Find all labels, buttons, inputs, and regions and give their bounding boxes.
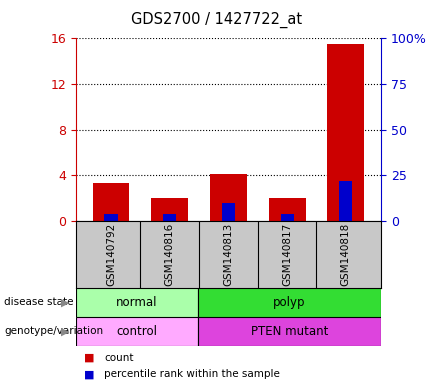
Text: GDS2700 / 1427722_at: GDS2700 / 1427722_at <box>131 12 302 28</box>
Bar <box>222 203 235 221</box>
Text: GSM140817: GSM140817 <box>282 223 292 286</box>
Text: PTEN mutant: PTEN mutant <box>251 325 328 338</box>
Text: percentile rank within the sample: percentile rank within the sample <box>104 369 280 379</box>
Bar <box>210 174 247 221</box>
Bar <box>281 214 294 221</box>
Text: GSM140792: GSM140792 <box>106 223 116 286</box>
Bar <box>76 288 198 317</box>
Text: ■: ■ <box>84 369 95 379</box>
Text: ▶: ▶ <box>61 326 69 336</box>
Bar <box>151 198 188 221</box>
Bar <box>198 317 381 346</box>
Bar <box>198 288 381 317</box>
Bar <box>93 183 129 221</box>
Text: ■: ■ <box>84 353 95 363</box>
Text: polyp: polyp <box>273 296 306 309</box>
Text: genotype/variation: genotype/variation <box>4 326 103 336</box>
Text: GSM140816: GSM140816 <box>165 223 174 286</box>
Text: ▶: ▶ <box>61 297 69 308</box>
Bar <box>76 317 198 346</box>
Text: GSM140813: GSM140813 <box>223 223 233 286</box>
Text: disease state: disease state <box>4 297 74 308</box>
Bar <box>104 214 118 221</box>
Bar <box>163 214 176 221</box>
Text: control: control <box>116 325 157 338</box>
Bar <box>268 198 306 221</box>
Text: normal: normal <box>116 296 158 309</box>
Text: GSM140818: GSM140818 <box>341 223 351 286</box>
Bar <box>327 44 364 221</box>
Bar <box>339 181 352 221</box>
Text: count: count <box>104 353 133 363</box>
